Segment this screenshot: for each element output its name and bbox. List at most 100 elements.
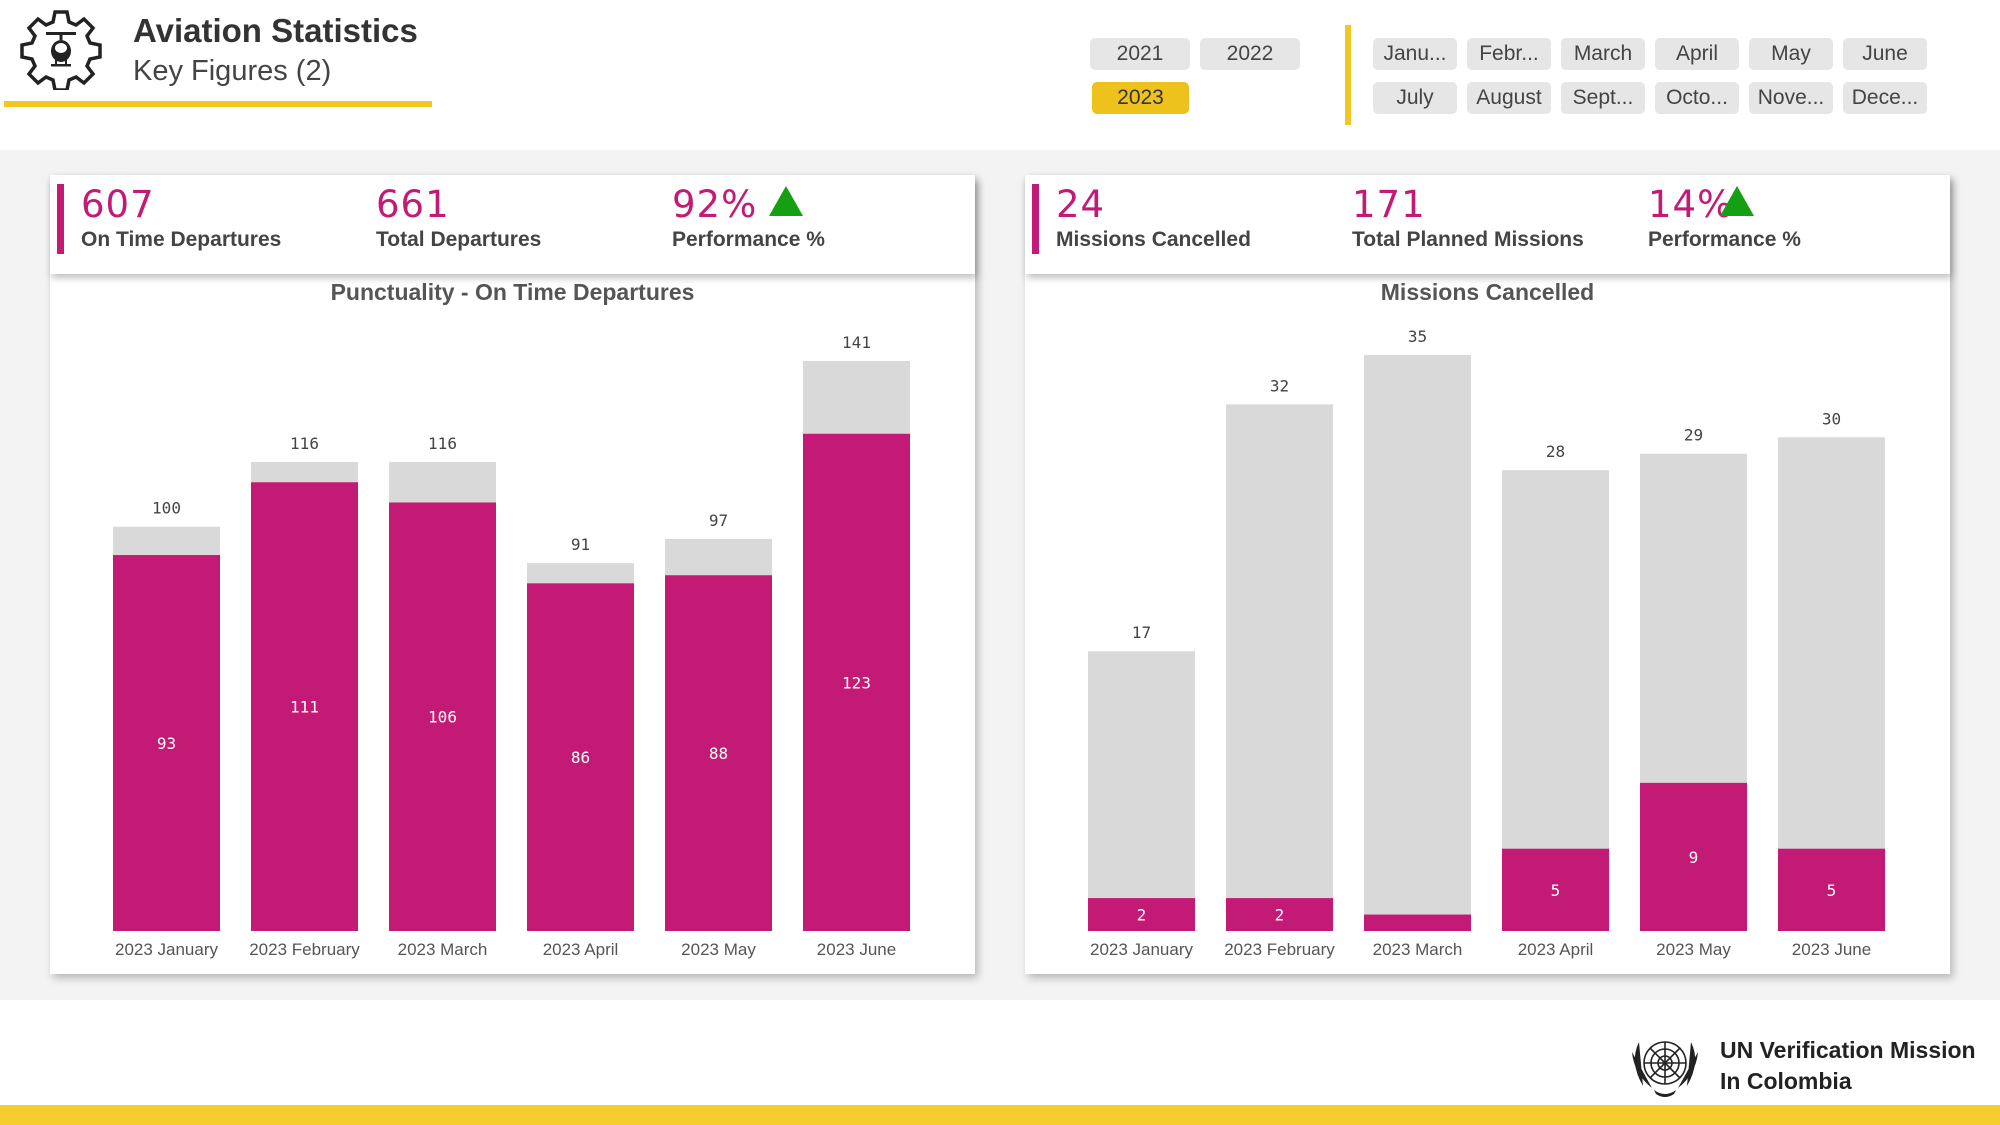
page-title: Aviation Statistics [133,12,418,49]
kpi-label: Performance % [672,228,825,251]
kpi-total-planned-missions: 171 Total Planned Missions [1352,183,1584,252]
kpi-label: Missions Cancelled [1056,228,1251,251]
org-name-line1: UN Verification Mission [1720,1037,1976,1063]
month-december-button[interactable]: Dece... [1843,82,1927,114]
value-bar [1778,848,1885,931]
value-bar [527,583,634,931]
kpi-total-departures: 661 Total Departures [376,183,541,252]
x-tick-label: 2023 April [1518,940,1594,959]
punctuality-chart: 100 93 2023 January 116 111 2023 February 116 1… [113,333,910,959]
total-data-label: 116 [428,434,457,453]
value-data-label: 9 [1689,848,1699,867]
year-2021-button[interactable]: 2021 [1090,38,1190,70]
x-tick-label: 2023 January [115,940,219,959]
total-data-label: 97 [709,511,728,530]
value-bar [803,433,910,931]
month-may-button[interactable]: May [1749,38,1833,70]
total-data-label: 28 [1546,442,1565,461]
punctuality-panel: Punctuality - On Time Departures 100 93 20… [50,176,975,974]
total-data-label: 141 [842,333,871,352]
value-data-label: 111 [290,698,319,717]
value-bar [251,482,358,931]
kpi-label: Total Planned Missions [1352,228,1584,251]
kpi-value: 171 [1352,183,1426,226]
month-june-button[interactable]: June [1843,38,1927,70]
x-tick-label: 2023 March [398,940,488,959]
org-name-line2: In Colombia [1720,1068,1852,1094]
kpi-performance: 92% Performance % [672,183,825,252]
year-2023-button[interactable]: 2023 [1092,82,1189,114]
total-bar [1364,355,1471,931]
total-data-label: 35 [1408,327,1427,346]
x-tick-label: 2023 February [1224,940,1335,959]
value-data-label: 2 [1275,906,1285,925]
kpi-label: On Time Departures [81,228,282,251]
kpi-accent-bar [57,184,64,254]
value-data-label: 106 [428,708,457,727]
value-bar [113,555,220,931]
page-subtitle: Key Figures (2) [133,55,332,87]
up-arrow-icon [769,186,803,216]
value-data-label: 88 [709,744,728,763]
value-data-label: 123 [842,673,871,692]
kpi-missions-cancelled: 24 Missions Cancelled [1056,183,1251,252]
value-bar [389,502,496,931]
kpi-label: Performance % [1648,228,1801,251]
organization-name: UN Verification Mission In Colombia [1720,1035,1976,1097]
total-data-label: 29 [1684,426,1703,445]
total-data-label: 116 [290,434,319,453]
x-tick-label: 2023 May [1656,940,1731,959]
value-data-label: 5 [1827,881,1837,900]
value-bar [665,575,772,931]
header: Aviation Statistics Key Figures (2) 2021… [0,0,2000,150]
helicopter-gear-icon [20,10,102,90]
month-march-button[interactable]: March [1561,38,1645,70]
value-data-label: 86 [571,748,590,767]
kpi-value: 14% [1648,183,1734,226]
missions-cancelled-panel: Missions Cancelled 17 2 2023 January 32 2 202… [1025,176,1950,974]
month-september-button[interactable]: Sept... [1561,82,1645,114]
punctuality-kpi-card: 607 On Time Departures 661 Total Departu… [50,175,975,274]
value-data-label: 93 [157,734,176,753]
value-bar [1502,848,1609,931]
value-data-label: 2 [1137,906,1147,925]
title-underline [4,101,432,107]
x-tick-label: 2023 June [1792,940,1871,959]
month-october-button[interactable]: Octo... [1655,82,1739,114]
kpi-accent-bar [1032,184,1039,254]
x-tick-label: 2023 April [543,940,619,959]
slicer-divider [1345,25,1351,125]
month-july-button[interactable]: July [1373,82,1457,114]
kpi-on-time-departures: 607 On Time Departures [81,183,281,252]
year-2022-button[interactable]: 2022 [1200,38,1300,70]
kpi-label: Total Departures [376,228,542,251]
month-november-button[interactable]: Nove... [1749,82,1833,114]
total-data-label: 32 [1270,376,1289,395]
month-january-button[interactable]: Janu... [1373,38,1457,70]
total-data-label: 30 [1822,409,1841,428]
x-tick-label: 2023 February [249,940,360,959]
value-data-label: 5 [1551,881,1561,900]
total-bar [1088,651,1195,931]
total-data-label: 91 [571,535,590,554]
month-august-button[interactable]: August [1467,82,1551,114]
x-tick-label: 2023 March [1373,940,1463,959]
kpi-value: 92% [672,183,758,226]
month-april-button[interactable]: April [1655,38,1739,70]
value-bar [1088,898,1195,931]
kpi-value: 661 [376,183,450,226]
total-bar [1226,404,1333,931]
value-bar [1364,914,1471,931]
total-data-label: 100 [152,499,181,518]
month-february-button[interactable]: Febr... [1467,38,1551,70]
un-emblem-icon [1632,1041,1698,1097]
kpi-performance: 14% Performance % [1648,183,1801,252]
missions-kpi-card: 24 Missions Cancelled 171 Total Planned … [1025,175,1950,274]
x-tick-label: 2023 January [1090,940,1194,959]
x-tick-label: 2023 June [817,940,896,959]
missions-cancelled-chart: 17 2 2023 January 32 2 2023 February 35 2023 Ma… [1088,327,1885,959]
bottom-bar [0,1105,2000,1125]
total-data-label: 17 [1132,623,1151,642]
punctuality-chart-title: Punctuality - On Time Departures [330,279,695,305]
kpi-value: 607 [81,183,155,226]
